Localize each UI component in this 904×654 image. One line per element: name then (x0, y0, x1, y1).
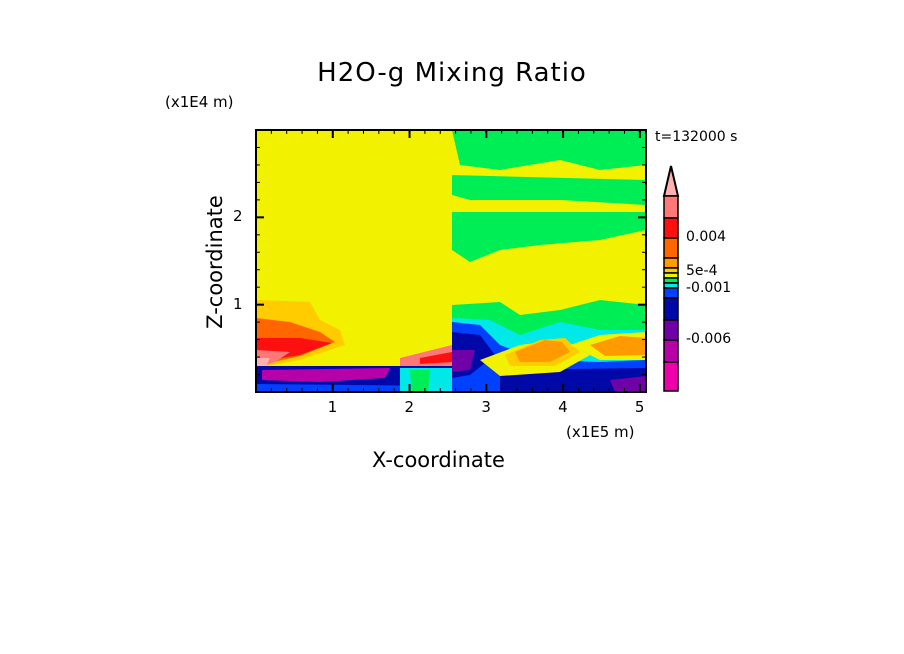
colorbar-label: -0.006 (686, 331, 732, 347)
contour-region (515, 340, 570, 362)
contour-region (500, 368, 646, 392)
y-tick-label: 1 (233, 294, 243, 313)
contour-region (452, 175, 646, 205)
colorbar-label: -0.001 (686, 280, 732, 296)
plot-frame (255, 129, 647, 393)
x-tick-label: 1 (327, 398, 338, 416)
colorbar-segment (663, 237, 679, 259)
contour-region (452, 130, 646, 170)
x-axis-label: X-coordinate (372, 448, 505, 472)
time-label: t=132000 s (655, 129, 738, 145)
colorbar-segment (663, 257, 679, 269)
colorbar-segment (663, 319, 679, 341)
contour-region (452, 350, 475, 372)
x-tick-label: 5 (634, 398, 645, 416)
contour-region (410, 370, 430, 392)
contour-region (256, 358, 270, 368)
contour-region (262, 368, 390, 382)
colorbar-segment (663, 287, 679, 299)
colorbar-extend-arrow (662, 165, 680, 197)
axis-ticks (256, 130, 646, 392)
colorbar-segment (663, 297, 679, 321)
x-tick-label: 3 (481, 398, 491, 416)
contour-region (590, 336, 646, 356)
colorbar-segment (663, 195, 679, 219)
x-scale-label: (x1E5 m) (566, 423, 635, 441)
chart-title: H2O-g Mixing Ratio (317, 58, 587, 88)
y-scale-label: (x1E4 m) (165, 93, 234, 111)
colorbar-segment (663, 217, 679, 239)
y-tick-label: 2 (233, 207, 243, 226)
contour-region (610, 376, 646, 392)
x-tick-label: 4 (558, 398, 568, 416)
colorbar-segment (663, 361, 679, 392)
contour-region (420, 352, 452, 364)
contour-field (256, 130, 646, 392)
colorbar-segment (663, 339, 679, 363)
colorbar-label: 5e-4 (686, 263, 718, 279)
contour-region (452, 212, 646, 262)
colorbar-label: 0.004 (686, 229, 727, 245)
colorbar (662, 165, 680, 392)
x-tick-label: 2 (404, 398, 415, 416)
